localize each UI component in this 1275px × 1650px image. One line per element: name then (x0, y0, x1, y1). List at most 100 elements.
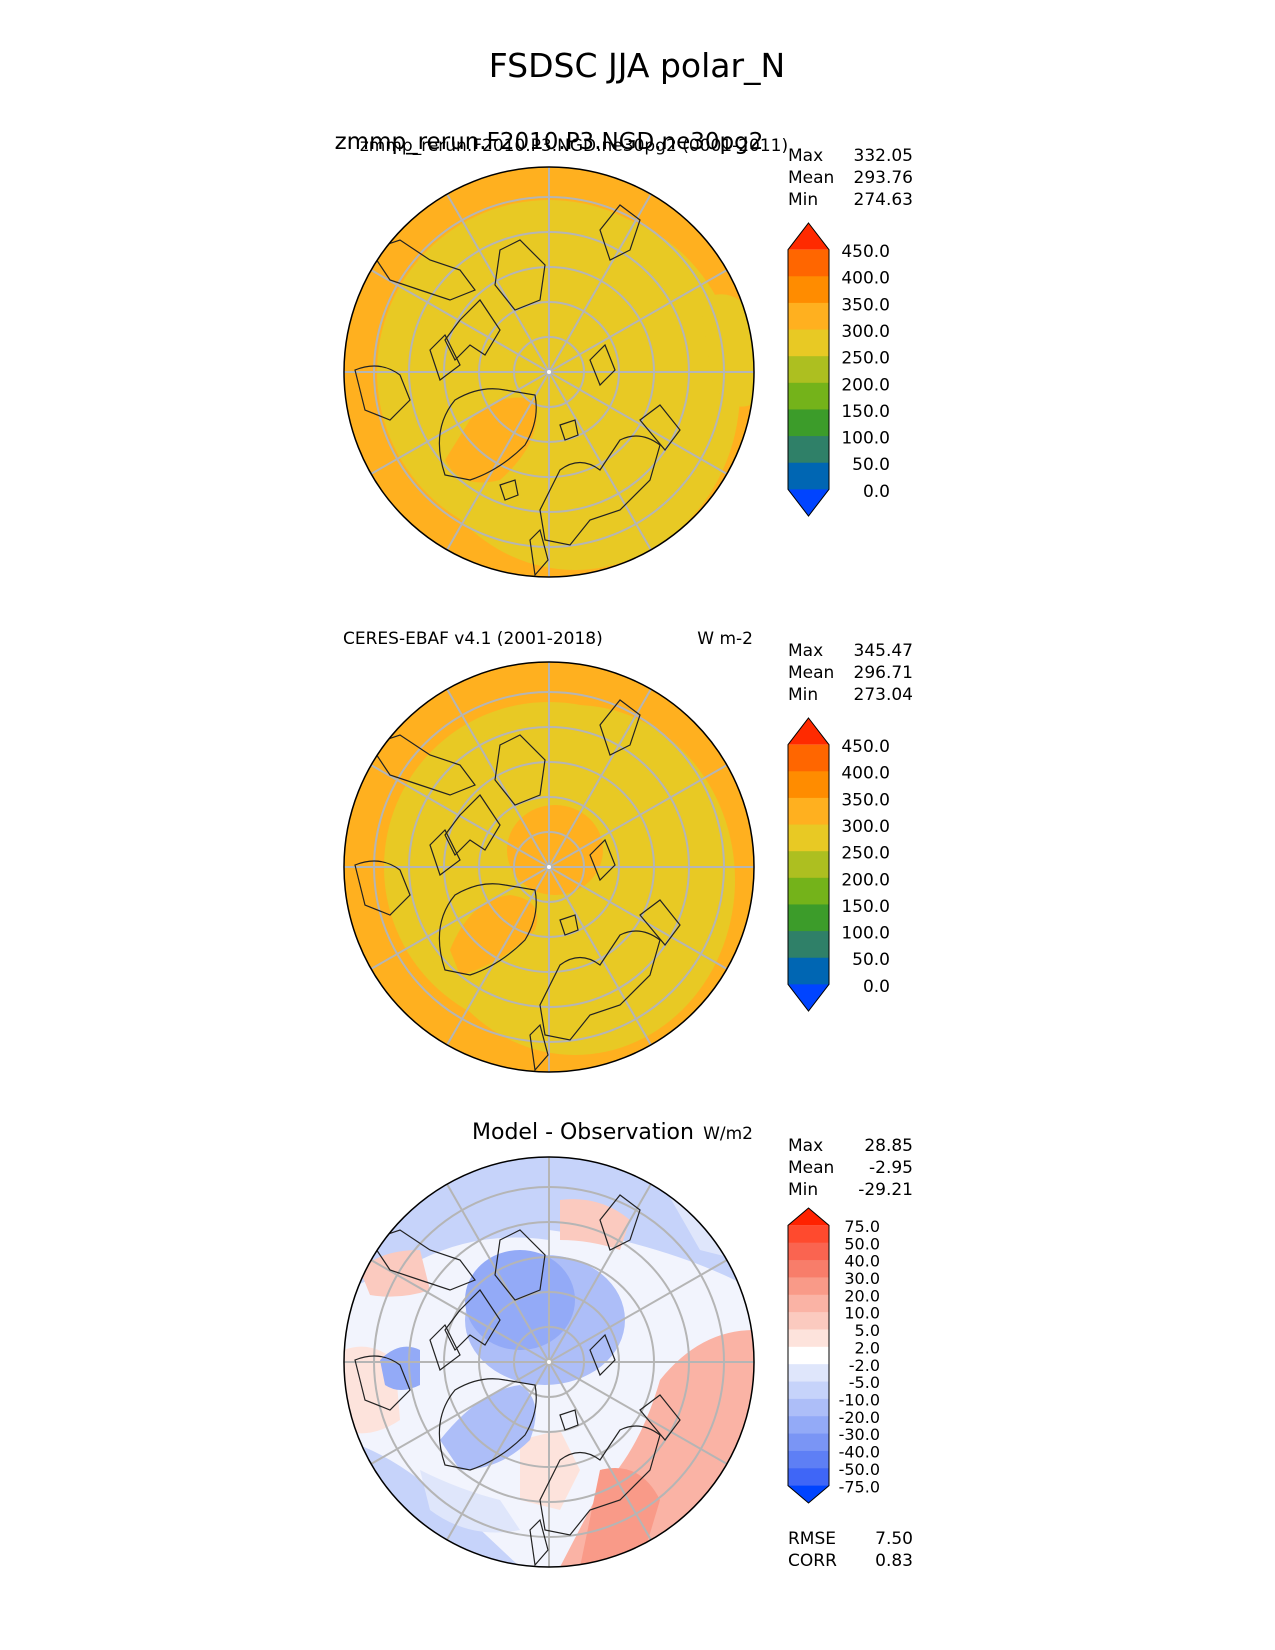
figure-title: FSDSC JJA polar_N (489, 46, 785, 85)
panel-model-map (344, 167, 754, 577)
colorbar-cell (788, 1433, 829, 1452)
colorbar-cell (788, 1242, 829, 1261)
colorbar-outline (787, 222, 830, 517)
colorbar-cell (788, 382, 829, 410)
colorbar-model: 450.0 400.0 350.0 300.0 250.0 200.0 150.0 100.0… (787, 222, 890, 517)
colorbar-obs: 450.0 400.0 350.0 300.0 250.0 200.0 150.0 100.0… (787, 717, 890, 1012)
colorbar-tick-label: 150.0 (841, 402, 890, 422)
colorbar-cell (788, 1294, 829, 1313)
colorbar-cell (788, 1277, 829, 1296)
colorbar-tick-label: 0.0 (863, 977, 890, 997)
colorbar-tick-label: 400.0 (841, 269, 890, 289)
stat-label-corr: CORR (788, 1551, 837, 1571)
stat-value-rmse: 7.50 (875, 1529, 913, 1549)
stat-value-min: 274.63 (854, 190, 913, 210)
colorbar-tick-label: -10.0 (839, 1391, 880, 1410)
colorbar-tick-label: -5.0 (849, 1373, 880, 1392)
colorbar-tick-label: 5.0 (855, 1321, 880, 1340)
stat-value-min: -29.21 (858, 1180, 913, 1200)
panel-model-title: zmmp_rerun.F2010.P3.NGD.ne30pg2 (335, 129, 764, 155)
panel-model-title-overlap: zmmp_rerun.F2010.P3.NGD.ne30pg2 (0001-20… (360, 136, 788, 156)
colorbar-cell (788, 1416, 829, 1435)
colorbar-cell (788, 356, 829, 384)
coastlines (354, 699, 681, 1072)
colorbar-tick-label: 50.0 (852, 950, 890, 970)
colorbar-diff: 75.050.040.030.020.010.05.02.0-2.0-5.0-1… (787, 1207, 880, 1504)
stat-label-mean: Mean (788, 663, 834, 683)
colorbar-cell (788, 1364, 829, 1383)
colorbar-tick-label: 20.0 (844, 1286, 880, 1305)
colorbar-cell (788, 462, 829, 490)
colorbar-cell (788, 249, 829, 277)
colorbar-cell (788, 436, 829, 464)
colorbar-tick-label: -40.0 (839, 1443, 880, 1462)
panel-obs-title: CERES-EBAF v4.1 (2001-2018) (343, 629, 603, 649)
stat-label-max: Max (788, 641, 823, 661)
colorbar-cell (788, 1346, 829, 1365)
stat-label-max: Max (788, 1136, 823, 1156)
colorbar-tick-label: -20.0 (839, 1408, 880, 1427)
colorbar-tick-label: 300.0 (841, 817, 890, 837)
colorbar-tick-label: 2.0 (855, 1338, 880, 1357)
colorbar-cell (788, 1312, 829, 1330)
colorbar-tick-label: 200.0 (841, 870, 890, 890)
colorbar-tick-label: 40.0 (844, 1252, 880, 1271)
stat-label-mean: Mean (788, 168, 834, 188)
colorbar-tick-label: 350.0 (841, 295, 890, 315)
colorbar-extend-max (788, 1208, 829, 1226)
colorbar-cell (788, 1260, 829, 1278)
coastlines (354, 1194, 681, 1567)
colorbar-cell (788, 1468, 829, 1487)
colorbar-tick-label: 450.0 (841, 737, 890, 757)
colorbar-tick-label: -30.0 (839, 1425, 880, 1444)
colorbar-cell (788, 957, 829, 985)
colorbar-cell (788, 797, 829, 826)
colorbar-cell (788, 276, 829, 304)
stat-label-rmse: RMSE (788, 1529, 836, 1549)
colorbar-cell (788, 302, 829, 331)
stat-value-max: 345.47 (854, 641, 913, 661)
colorbar-tick-label: 0.0 (863, 482, 890, 502)
stat-value-corr: 0.83 (875, 1551, 913, 1571)
colorbar-cell (788, 904, 829, 932)
colorbar-extend-min (788, 984, 829, 1011)
panel-diff-title: Model - Observation (472, 1120, 694, 1145)
stat-label-min: Min (788, 685, 818, 705)
colorbar-outline (787, 717, 830, 1012)
panel-diff: Model - Observation W/m2 (343, 1120, 913, 1571)
colorbar-tick-label: -75.0 (839, 1477, 880, 1496)
stat-value-mean: 293.76 (854, 168, 913, 188)
stat-label-mean: Mean (788, 1158, 834, 1178)
panel-diff-units: W/m2 (703, 1124, 753, 1144)
stat-value-max: 28.85 (864, 1136, 913, 1156)
colorbar-tick-label: 30.0 (844, 1269, 880, 1288)
colorbar-cell (788, 329, 829, 357)
colorbar-cell (788, 824, 829, 852)
colorbar-tick-label: 250.0 (841, 844, 890, 864)
colorbar-cell (788, 1329, 829, 1348)
colorbar-tick-label: 50.0 (844, 1234, 880, 1253)
colorbar-cell (788, 1398, 829, 1417)
colorbar-outline (787, 1207, 830, 1504)
colorbar-cell (788, 877, 829, 905)
colorbar-tick-label: 75.0 (844, 1217, 880, 1236)
colorbar-tick-label: 100.0 (841, 429, 890, 449)
colorbar-cell (788, 409, 829, 437)
stat-value-mean: -2.95 (869, 1158, 913, 1178)
colorbar-extend-max (788, 223, 829, 250)
colorbar-cell (788, 851, 829, 879)
colorbar-tick-label: 50.0 (852, 455, 890, 475)
stat-label-min: Min (788, 1180, 818, 1200)
panel-obs-map (344, 662, 754, 1072)
stat-value-mean: 296.71 (854, 663, 913, 683)
panel-diff-map (344, 1157, 754, 1567)
panel-model: zmmp_rerun.F2010.P3.NGD.ne30pg2 (0001-20… (335, 129, 913, 578)
coastlines (354, 204, 681, 577)
colorbar-tick-label: 150.0 (841, 897, 890, 917)
colorbar-tick-label: -2.0 (849, 1356, 880, 1375)
colorbar-extend-min (788, 1485, 829, 1503)
colorbar-cell (788, 1450, 829, 1469)
colorbar-extend-min (788, 489, 829, 516)
colorbar-tick-label: 100.0 (841, 924, 890, 944)
